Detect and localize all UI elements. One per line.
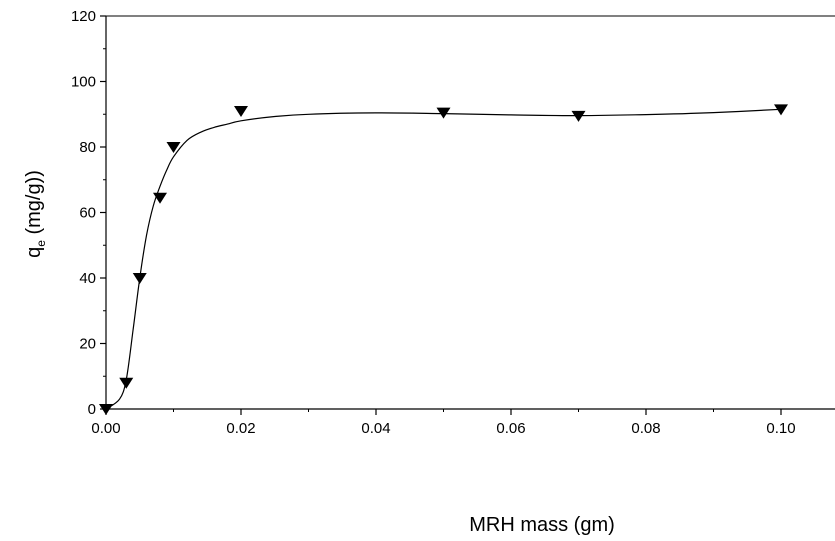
x-tick-label: 0.02 <box>226 420 255 437</box>
data-point-marker <box>132 273 147 284</box>
y-tick-label: 20 <box>79 336 96 353</box>
y-axis-title-rest: (mg/g)) <box>23 170 45 240</box>
y-tick-label: 0 <box>88 401 96 418</box>
data-point-marker <box>99 404 113 415</box>
y-axis-ticks: 0 20 40 60 80 100 120 <box>71 8 106 418</box>
x-axis-title: MRH mass (gm) <box>469 514 615 536</box>
data-point-marker <box>234 105 248 117</box>
data-point-marker <box>119 377 134 389</box>
plot-frame <box>105 15 835 410</box>
x-tick-label: 0.08 <box>631 420 660 437</box>
y-tick-label: 100 <box>71 74 96 91</box>
x-tick-label: 0.10 <box>766 420 795 437</box>
fit-curve <box>105 108 782 410</box>
y-tick-label: 80 <box>79 139 96 156</box>
data-markers <box>99 104 788 415</box>
y-tick-label: 40 <box>79 270 96 287</box>
x-tick-label: 0.06 <box>496 420 525 437</box>
data-point-marker <box>774 104 788 116</box>
y-axis-title-main: q <box>23 247 45 258</box>
x-axis-ticks: 0.00 0.02 0.04 0.06 0.08 0.10 <box>91 409 796 437</box>
y-axis-title: qe (mg/g)) <box>23 170 48 258</box>
data-point-marker <box>436 107 451 119</box>
data-point-marker <box>571 110 586 122</box>
data-point-marker <box>153 192 167 204</box>
y-tick-label: 60 <box>79 205 96 222</box>
y-axis-title-subscript: e <box>34 240 48 247</box>
x-tick-label: 0.00 <box>91 420 120 437</box>
data-point-marker <box>166 142 181 153</box>
x-tick-label: 0.04 <box>361 420 390 437</box>
y-tick-label: 120 <box>71 8 96 25</box>
